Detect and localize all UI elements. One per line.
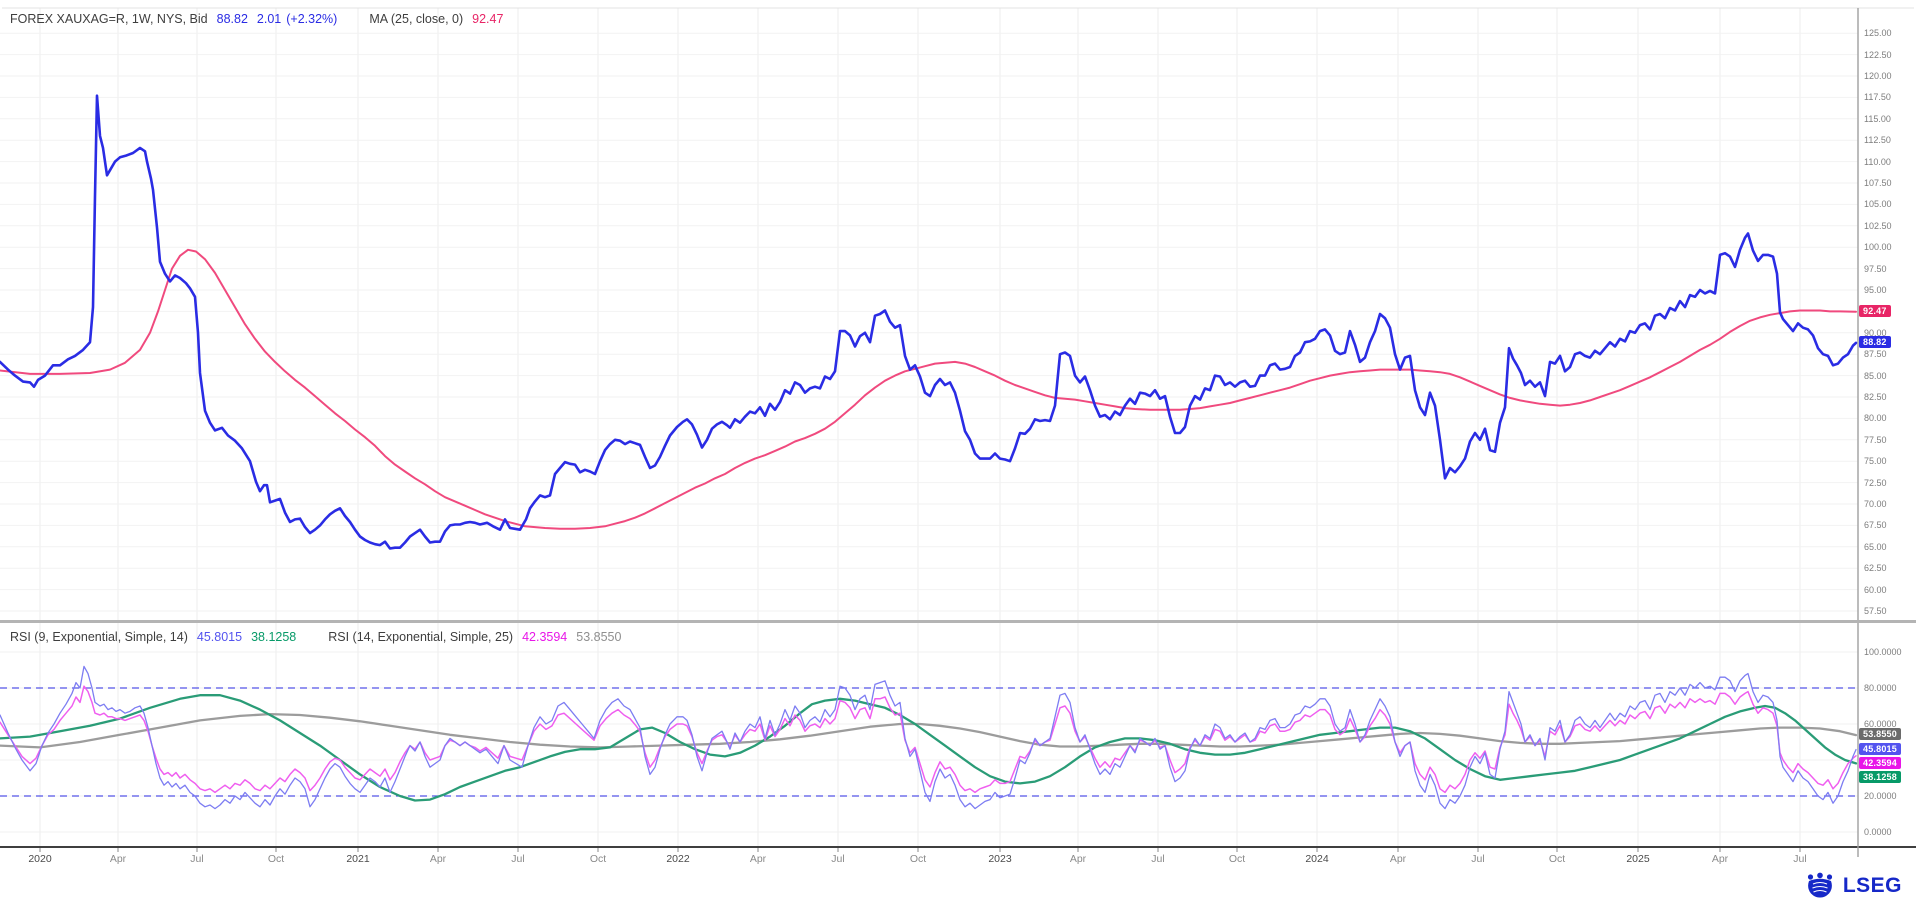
price-axis-label: 85.00 [1864, 371, 1887, 381]
time-axis-month-label: Oct [909, 853, 927, 865]
price-axis-label: 125.00 [1864, 28, 1892, 38]
price-axis-label: 72.50 [1864, 478, 1887, 488]
price-axis-label: 95.00 [1864, 285, 1887, 295]
rsi-axis-label: 80.0000 [1864, 683, 1897, 693]
price-line [0, 94, 1858, 550]
price-axis-label: 102.50 [1864, 221, 1892, 231]
price-axis-label: 110.00 [1864, 157, 1891, 167]
time-axis-month-label: Apr [749, 853, 767, 865]
time-axis-year-label: 2022 [666, 853, 690, 865]
time-axis-month-label: Apr [1389, 853, 1407, 865]
rsi-axis-label: 100.0000 [1864, 647, 1902, 657]
rsi-legend[interactable]: RSI (9, Exponential, Simple, 14) 45.8015… [10, 630, 621, 644]
time-axis-month-label: Jul [511, 853, 525, 865]
ma-line [0, 248, 1857, 530]
time-axis-month-label: Apr [109, 853, 127, 865]
price-axis-label: 70.00 [1864, 499, 1887, 509]
time-axis-month-label: Oct [1548, 853, 1566, 865]
last-price-value: 88.82 [216, 12, 248, 26]
axis-value-badge: 88.82 [1859, 336, 1891, 348]
price-axis-label: 100.00 [1864, 242, 1892, 252]
price-axis-label: 112.50 [1864, 135, 1891, 145]
rsi14-indicator-label: RSI (14, Exponential, Simple, 25) [328, 630, 514, 644]
lseg-logo-text: LSEG [1842, 873, 1902, 897]
axis-value-badge: 38.1258 [1859, 771, 1901, 783]
ma-indicator-value: 92.47 [472, 12, 504, 26]
lseg-crest-icon [1807, 872, 1832, 898]
price-axis-label: 105.00 [1864, 199, 1892, 209]
price-axis-label: 80.00 [1864, 413, 1887, 423]
instrument-title: FOREX XAUXAG=R, 1W, NYS, Bid [10, 12, 208, 26]
lseg-logo: LSEG [1804, 872, 1902, 899]
time-axis-month-label: Oct [1228, 853, 1246, 865]
time-axis-month-label: Jul [831, 853, 845, 865]
price-axis-label: 77.50 [1864, 435, 1887, 445]
price-axis-label: 87.50 [1864, 349, 1887, 359]
price-axis-label: 67.50 [1864, 520, 1887, 530]
rsi-axis-label: 0.0000 [1864, 827, 1892, 837]
axis-value-badge: 92.47 [1859, 305, 1891, 317]
ma-indicator-label: MA (25, close, 0) [369, 12, 464, 26]
price-change-percent: (+2.32%) [286, 12, 338, 26]
time-axis-month-label: Apr [1711, 853, 1729, 865]
rsi9-value: 45.8015 [196, 630, 243, 644]
rsi9-smooth-line [0, 694, 1858, 802]
price-axis-label: 57.50 [1864, 606, 1887, 616]
price-axis-label: 65.00 [1864, 542, 1887, 552]
price-axis-label: 117.50 [1864, 92, 1891, 102]
price-axis-label: 120.00 [1864, 71, 1892, 81]
rsi-axis-label: 60.0000 [1864, 719, 1897, 729]
axis-value-badge: 42.3594 [1859, 757, 1901, 769]
time-axis-year-label: 2020 [28, 853, 52, 865]
time-axis-month-label: Oct [267, 853, 285, 865]
time-axis-month-label: Oct [589, 853, 607, 865]
price-axis-label: 75.00 [1864, 456, 1887, 466]
time-axis-year-label: 2021 [346, 853, 370, 865]
time-axis-month-label: Apr [429, 853, 447, 865]
rsi9-smooth-value: 38.1258 [251, 630, 297, 644]
price-axis-label: 97.50 [1864, 264, 1887, 274]
price-axis-label: 90.00 [1864, 328, 1887, 338]
rsi14-smooth-value: 53.8550 [576, 630, 622, 644]
rsi-axis-label: 20.0000 [1864, 791, 1897, 801]
rsi9-indicator-label: RSI (9, Exponential, Simple, 14) [10, 630, 188, 644]
rsi9-line [0, 665, 1857, 810]
rsi14-value: 42.3594 [522, 630, 568, 644]
axis-value-badge: 53.8550 [1859, 728, 1901, 740]
price-axis-label: 115.00 [1864, 114, 1891, 124]
time-axis-month-label: Jul [1151, 853, 1165, 865]
price-legend[interactable]: FOREX XAUXAG=R, 1W, NYS, Bid 88.82 2.01 … [10, 12, 503, 26]
price-axis-label: 60.00 [1864, 585, 1887, 595]
price-axis-label: 122.50 [1864, 50, 1892, 60]
panel-separator-handle[interactable] [0, 620, 1916, 623]
time-axis-year-label: 2024 [1305, 853, 1329, 865]
rsi14-line [0, 685, 1857, 794]
time-axis-year-label: 2025 [1626, 853, 1650, 865]
axis-value-badge: 45.8015 [1859, 743, 1901, 755]
price-change-value: 2.01 [256, 12, 282, 26]
price-axis-label: 82.50 [1864, 392, 1887, 402]
time-axis-month-label: Jul [1471, 853, 1485, 865]
time-axis-month-label: Jul [1793, 853, 1807, 865]
price-axis-label: 107.50 [1864, 178, 1892, 188]
time-axis-year-label: 2023 [988, 853, 1012, 865]
time-axis-month-label: Jul [190, 853, 204, 865]
price-axis-label: 62.50 [1864, 563, 1887, 573]
time-axis-month-label: Apr [1069, 853, 1087, 865]
